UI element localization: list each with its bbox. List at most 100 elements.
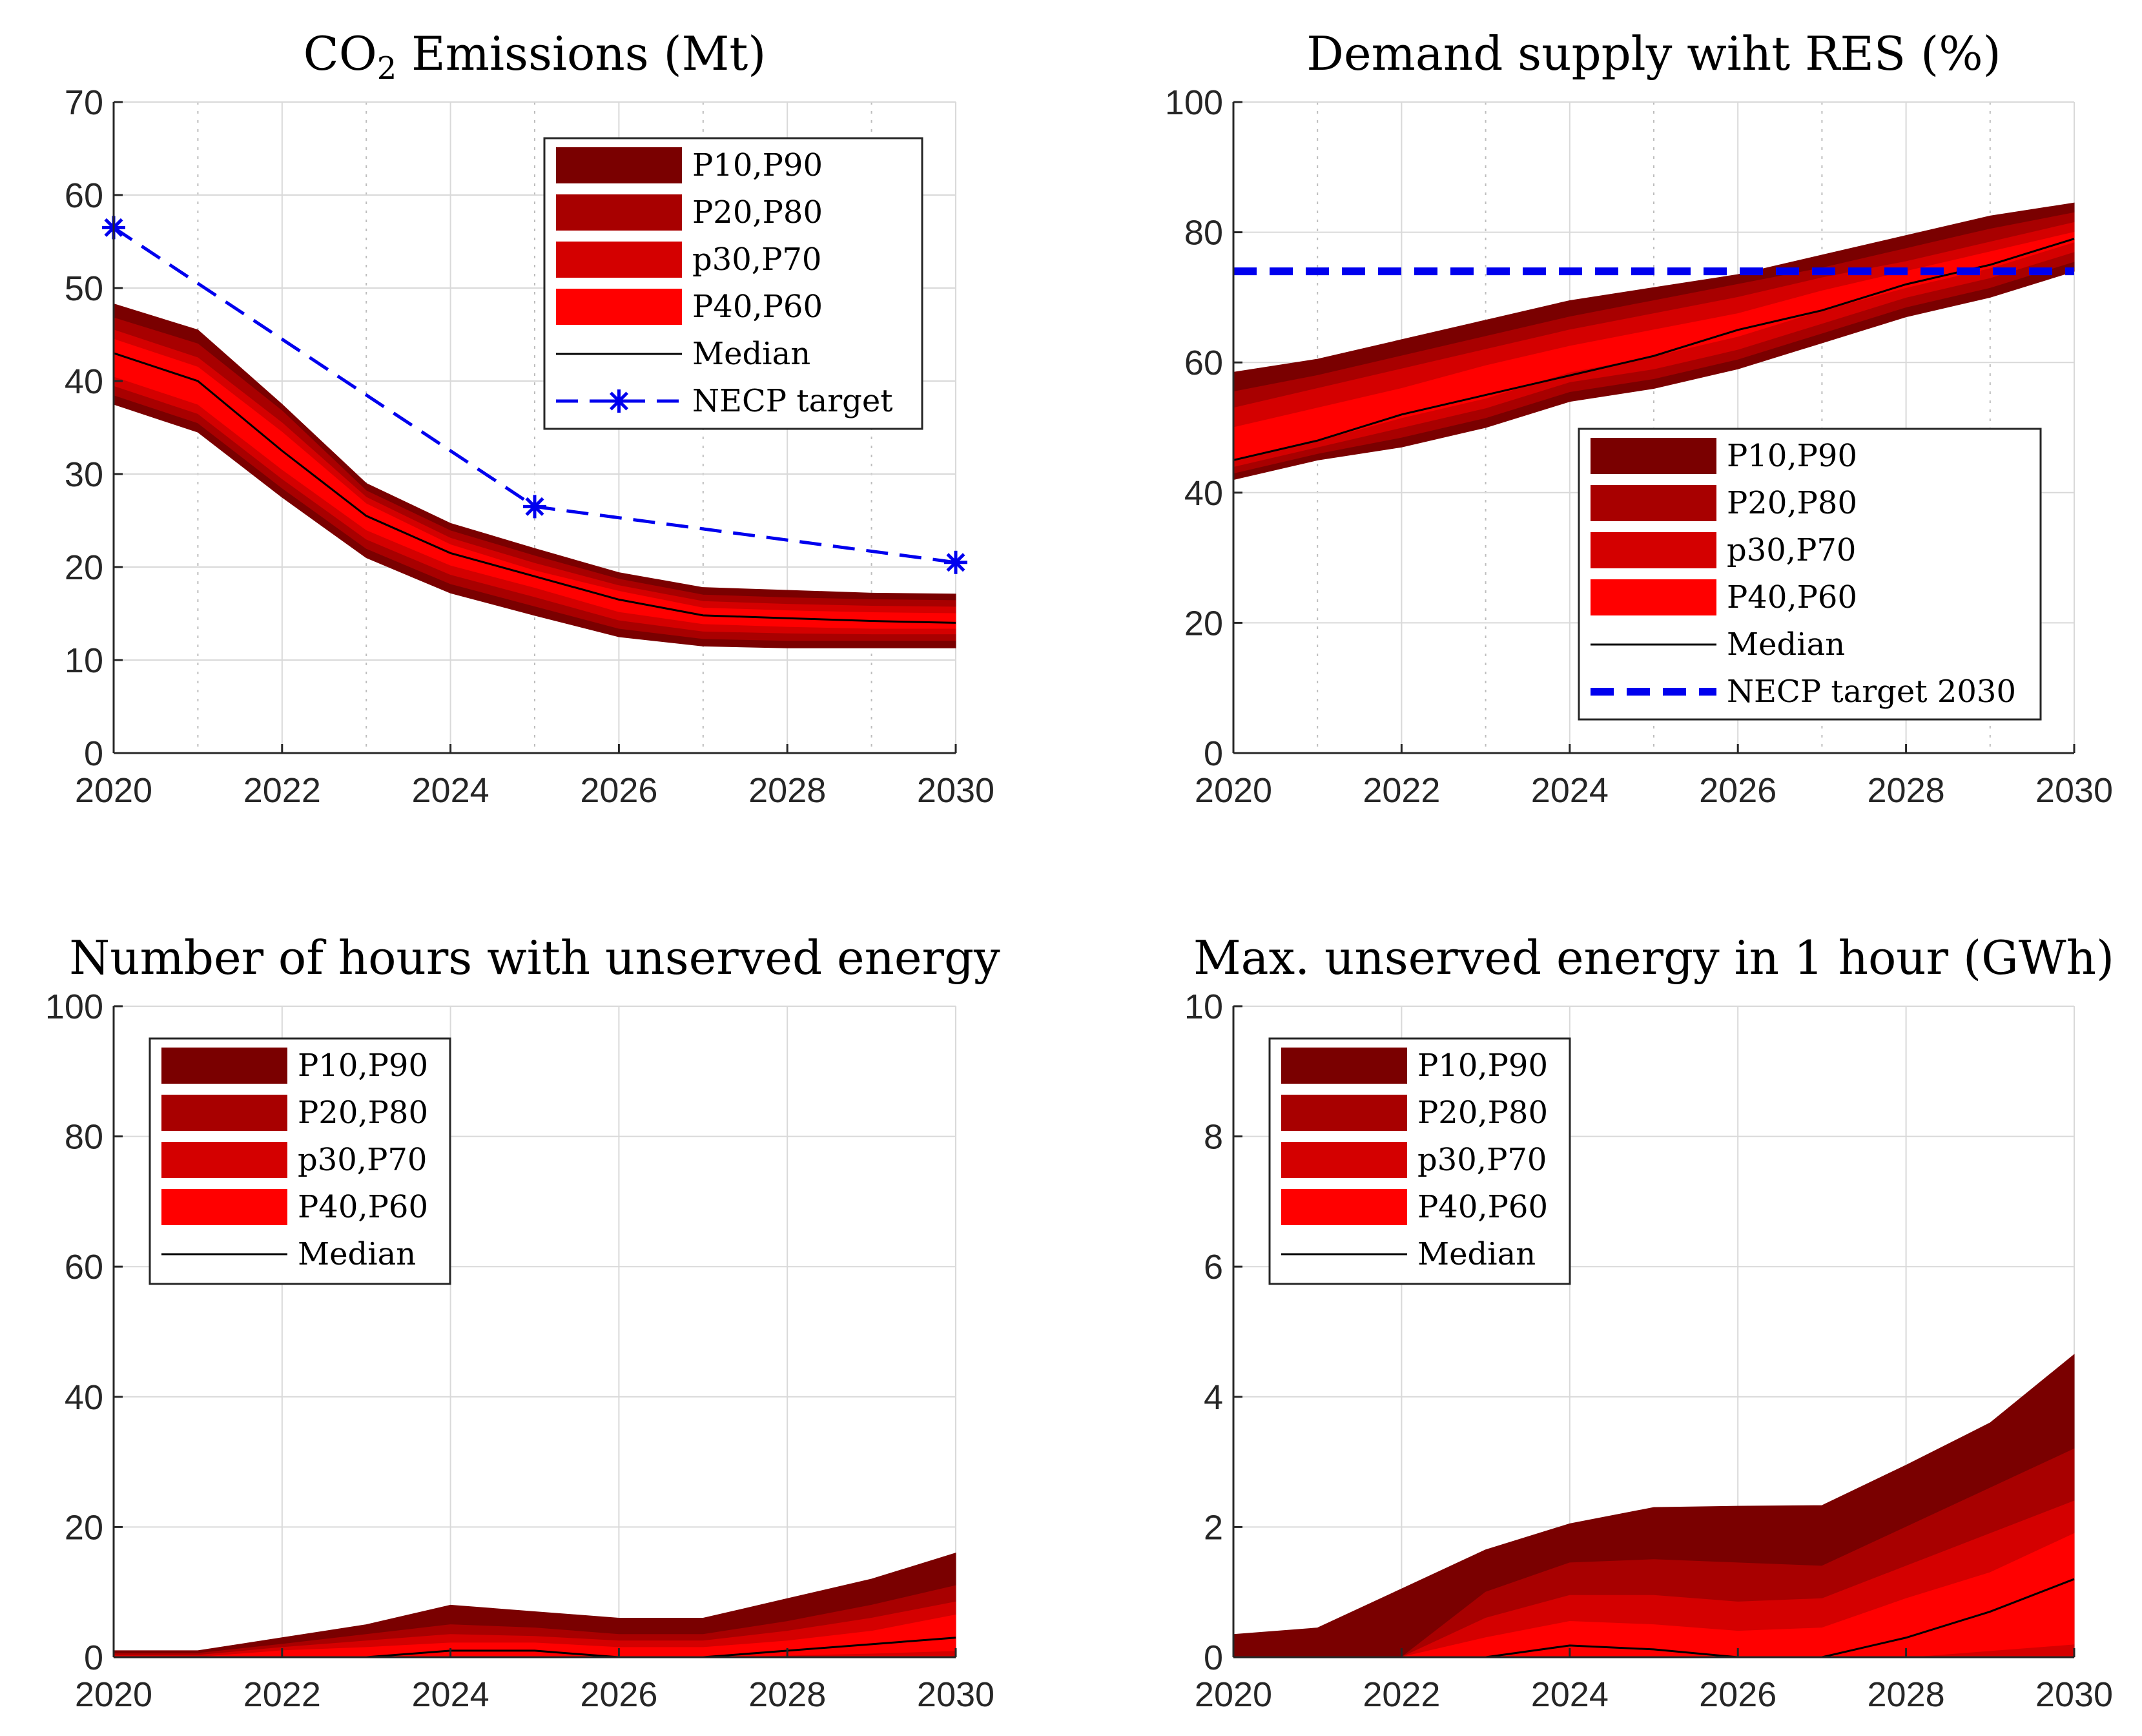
title-subscript: 2 xyxy=(377,50,397,87)
legend-swatch xyxy=(1591,438,1716,474)
legend-label: Median xyxy=(1727,626,1845,663)
x-tick-label: 2028 xyxy=(1868,1675,1945,1714)
x-tick-label: 2022 xyxy=(1363,1675,1440,1714)
y-tick-label: 20 xyxy=(65,1508,103,1547)
legend-swatch xyxy=(161,1189,287,1225)
x-tick-label: 2024 xyxy=(1531,771,1609,810)
x-tick-label: 2030 xyxy=(917,771,994,810)
target-marker xyxy=(523,495,546,519)
legend: P10,P90 P20,P80 p30,P70 P40,P60 Median NECP t… xyxy=(543,137,923,430)
legend-swatch xyxy=(1591,485,1716,521)
legend-label: P10,P90 xyxy=(1727,438,1857,474)
y-tick-label: 0 xyxy=(1204,1638,1223,1677)
star-stroke xyxy=(946,553,965,572)
legend-label: Median xyxy=(692,336,810,372)
median-line xyxy=(113,352,956,624)
x-tick-label: 2028 xyxy=(748,771,826,810)
y-tick-label: 10 xyxy=(1184,987,1223,1026)
legend-label: P40,P60 xyxy=(1417,1189,1548,1225)
y-tick-label: 50 xyxy=(65,269,103,308)
chart-title: Demand supply wiht RES (%) xyxy=(1306,26,2001,81)
legend-label: P40,P60 xyxy=(298,1189,428,1225)
x-tick-label: 2022 xyxy=(243,771,321,810)
y-tick-label: 80 xyxy=(1184,214,1223,253)
y-tick-label: 40 xyxy=(65,1378,103,1417)
legend-label: Median xyxy=(298,1236,416,1272)
y-tick-label: 4 xyxy=(1204,1378,1223,1417)
y-tick-label: 2 xyxy=(1204,1508,1223,1547)
y-tick-label: 40 xyxy=(65,362,103,401)
y-tick-label: 100 xyxy=(1165,83,1223,122)
x-tick-label: 2028 xyxy=(1868,771,1945,810)
legend-swatch xyxy=(1281,1142,1407,1178)
x-tick-label: 2020 xyxy=(1195,1675,1272,1714)
y-tick-label: 40 xyxy=(1184,474,1223,513)
chart-title: CO2 Emissions (Mt) xyxy=(304,26,767,87)
x-tick-label: 2026 xyxy=(1699,1675,1776,1714)
band-p40-p60 xyxy=(1233,231,2075,461)
legend-label: P20,P80 xyxy=(1727,485,1857,521)
x-tick-label: 2022 xyxy=(1363,771,1440,810)
panel-4: 0 2 4 6 8 10 2020 2022 2024 2026 2028 2030 Max. unse… xyxy=(1184,931,2114,1714)
title-text: Max. unserved energy in 1 hour (GWh) xyxy=(1193,931,2114,985)
legend-label: P40,P60 xyxy=(1727,579,1857,615)
x-tick-label: 2026 xyxy=(580,1675,657,1714)
legend-label: P20,P80 xyxy=(1417,1095,1548,1131)
target-marker xyxy=(944,550,967,574)
x-tick-label: 2028 xyxy=(748,1675,826,1714)
chart-title: Max. unserved energy in 1 hour (GWh) xyxy=(1193,931,2114,985)
y-tick-label: 60 xyxy=(65,1248,103,1286)
legend-label: P20,P80 xyxy=(692,194,823,231)
title-text: CO xyxy=(304,26,377,81)
x-tick-label: 2020 xyxy=(75,1675,152,1714)
x-tick-label: 2024 xyxy=(412,1675,489,1714)
legend-star-stroke xyxy=(610,391,628,411)
legend-swatch xyxy=(161,1048,287,1084)
title-text: Number of hours with unserved energy xyxy=(69,931,1000,985)
legend-swatch xyxy=(556,194,682,231)
y-tick-label: 60 xyxy=(1184,344,1223,382)
legend: P10,P90 P20,P80 p30,P70 P40,P60 Median xyxy=(1268,1037,1571,1285)
median-line xyxy=(1233,238,2075,461)
y-tick-label: 20 xyxy=(65,548,103,587)
legend-label: P10,P90 xyxy=(1417,1048,1548,1084)
x-tick-label: 2026 xyxy=(1699,771,1776,810)
legend-swatch xyxy=(1591,532,1716,568)
x-tick-label: 2030 xyxy=(2035,1675,2113,1714)
legend-swatch xyxy=(556,147,682,183)
y-tick-label: 0 xyxy=(84,734,103,773)
legend-label: p30,P70 xyxy=(1417,1142,1547,1178)
legend-swatch xyxy=(1281,1189,1407,1225)
legend-label: P20,P80 xyxy=(298,1095,428,1131)
band-p40-p60 xyxy=(113,338,956,629)
y-tick-label: 70 xyxy=(65,83,103,122)
panel-2: 0 20 40 60 80 100 2020 2022 2024 2026 2028 2030 Dema… xyxy=(1165,26,2113,810)
title-text: Demand supply wiht RES (%) xyxy=(1306,26,2001,81)
x-tick-label: 2026 xyxy=(580,771,657,810)
y-tick-label: 0 xyxy=(1204,734,1223,773)
legend-swatch xyxy=(161,1142,287,1178)
x-tick-label: 2020 xyxy=(1195,771,1272,810)
legend: P10,P90 P20,P80 p30,P70 P40,P60 Median NECP t… xyxy=(1578,428,2042,721)
legend-swatch xyxy=(161,1095,287,1131)
legend-label: NECP target xyxy=(692,383,893,419)
legend-swatch xyxy=(556,242,682,278)
legend-label: Median xyxy=(1417,1236,1536,1272)
x-tick-label: 2024 xyxy=(1531,1675,1609,1714)
legend-label: p30,P70 xyxy=(298,1142,427,1178)
legend-label: p30,P70 xyxy=(1727,532,1856,568)
x-tick-label: 2024 xyxy=(412,771,489,810)
legend-swatch xyxy=(556,289,682,325)
y-tick-label: 6 xyxy=(1204,1248,1223,1286)
y-tick-label: 100 xyxy=(45,987,103,1026)
legend-box xyxy=(1578,428,2042,721)
legend-label: p30,P70 xyxy=(692,242,821,278)
y-tick-label: 10 xyxy=(65,641,103,680)
y-tick-label: 30 xyxy=(65,455,103,494)
x-tick-label: 2030 xyxy=(917,1675,994,1714)
y-tick-label: 0 xyxy=(84,1638,103,1677)
legend-box xyxy=(543,137,923,430)
star-stroke xyxy=(525,497,544,516)
